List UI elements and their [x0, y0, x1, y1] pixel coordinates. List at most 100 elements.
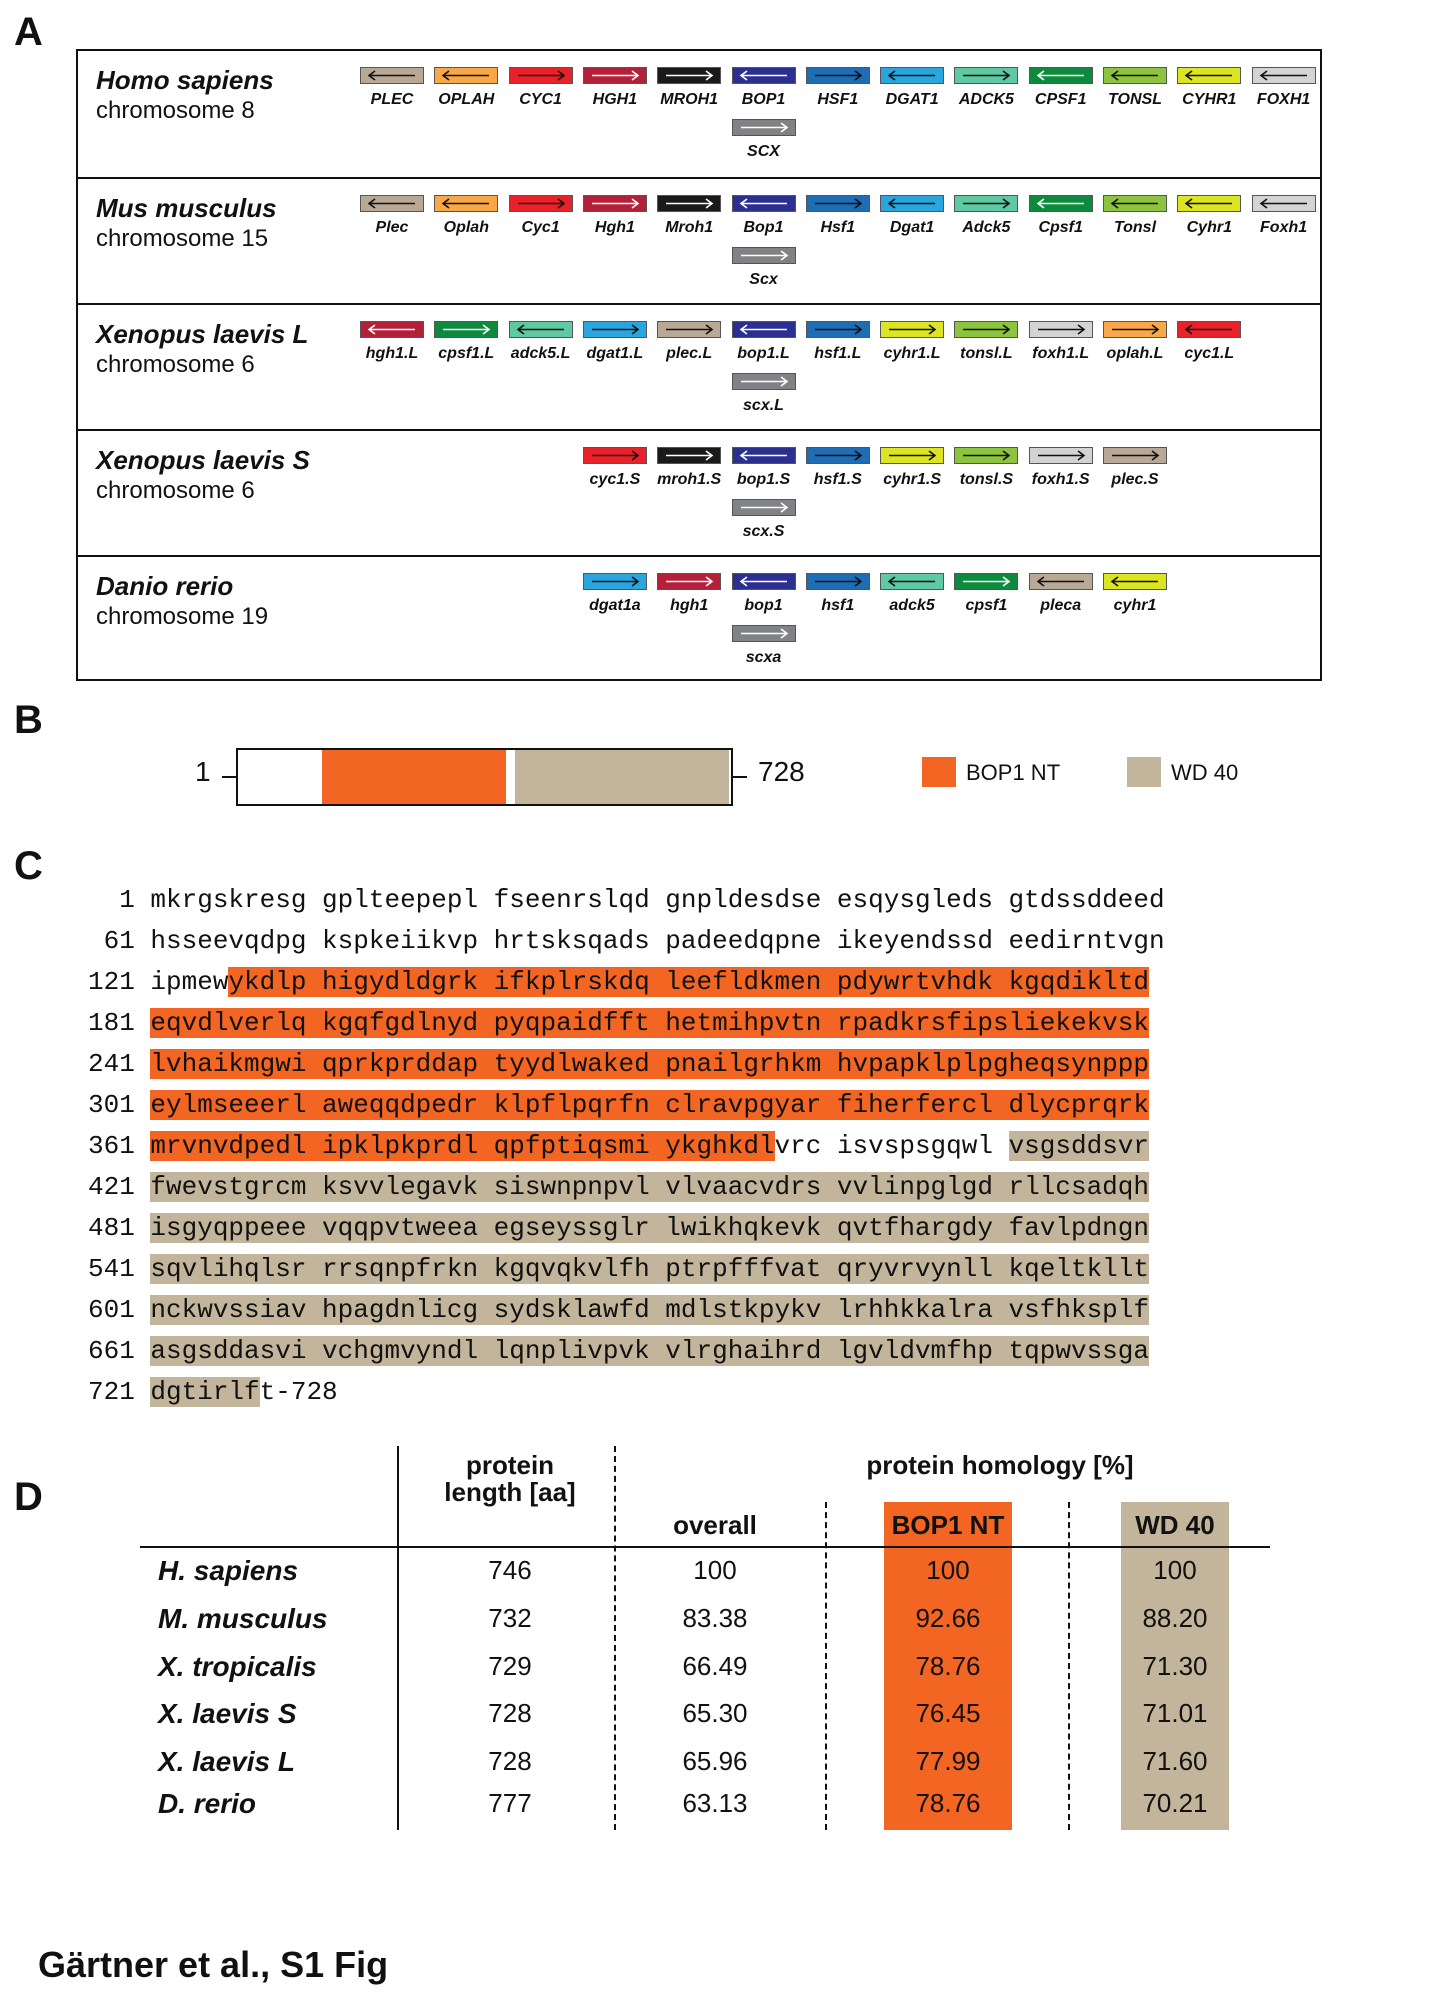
- gene-label: Dgat1: [889, 219, 935, 236]
- sequence-residues: eylmseeerl aweqqdpedr klpflpqrfn clravpg…: [150, 1090, 1149, 1120]
- sequence-line: 301 eylmseeerl aweqqdpedr klpflpqrfn clr…: [88, 1085, 1165, 1126]
- cell-overall: 100: [693, 1555, 737, 1585]
- header-wd40: WD 40: [1135, 1510, 1215, 1540]
- gene-arrow-icon: [880, 447, 945, 464]
- wd40-column-highlight: [1121, 1502, 1229, 1830]
- cell-length: 729: [488, 1651, 532, 1681]
- sequence-position: 481: [88, 1213, 151, 1243]
- sequence-line: 61 hsseevqdpg kspkeiikvp hrtsksqads pade…: [88, 921, 1165, 962]
- gene-cyc1-l: cyc1.L: [1177, 321, 1242, 362]
- gene-arrow-icon: [657, 67, 722, 84]
- gene-oplah: Oplah: [434, 195, 499, 236]
- gene-adck5: ADCK5: [954, 67, 1019, 108]
- gene-cyc1-s: cyc1.S: [582, 447, 647, 488]
- gene-label: scx.L: [743, 397, 784, 414]
- species-name: Homo sapiens: [96, 65, 274, 95]
- gene-label: dgat1.L: [586, 345, 644, 362]
- header-overall: overall: [673, 1510, 757, 1540]
- gene-arrow-icon: [582, 321, 647, 338]
- gene-label: oplah.L: [1106, 345, 1164, 362]
- species-name: Xenopus laevis S: [96, 445, 310, 475]
- legend-swatch-wd40: [1127, 757, 1161, 787]
- dashed-divider-2: [825, 1502, 827, 1830]
- panel-letter-c: C: [14, 844, 43, 888]
- gene-arrow-icon: [360, 67, 424, 84]
- gene-arrow-icon: [1103, 195, 1167, 212]
- cell-bop1-nt: 76.45: [915, 1698, 981, 1728]
- gene-dgat1: Dgat1: [880, 195, 945, 236]
- gene-oplah: OPLAH: [434, 67, 499, 108]
- domain-end-label: 728: [758, 756, 805, 787]
- dashed-divider-1: [614, 1446, 616, 1830]
- gene-label: cyhr1.S: [883, 471, 941, 488]
- gene-adck5: Adck5: [954, 195, 1019, 236]
- gene-arrow-icon: [731, 195, 796, 212]
- gene-tonsl: TONSL: [1103, 67, 1167, 108]
- chromosome-label: chromosome 19: [96, 603, 269, 630]
- gene-arrow-icon: [954, 195, 1019, 212]
- legend-swatch-bop1-nt: [922, 757, 956, 787]
- gene-cyhr1: CYHR1: [1177, 67, 1242, 108]
- gene-mroh1: MROH1: [657, 67, 722, 108]
- species-name: Mus musculus: [96, 193, 277, 223]
- cell-overall: 65.96: [682, 1746, 748, 1776]
- gene-arrow-icon: [582, 447, 647, 464]
- gene-arrow-icon: [1251, 67, 1316, 84]
- gene-label: Adck5: [962, 219, 1011, 236]
- gene-label: foxh1.S: [1031, 471, 1090, 488]
- sequence-residues: eqvdlverlq kgqfgdlnyd pyqpaidfft hetmihp…: [150, 1008, 1149, 1038]
- gene-label: HGH1: [592, 91, 638, 108]
- species-row: Mus musculus chromosome 15 Plec Oplah Cyc1 Hg…: [78, 177, 1320, 303]
- gene-scx: SCX: [731, 119, 796, 160]
- sequence-line: 361 mrvnvdpedl ipklpkprdl qpfptiqsmi ykg…: [88, 1126, 1165, 1167]
- gene-label: Cyhr1: [1186, 219, 1232, 236]
- gene-arrow-icon: [731, 373, 796, 390]
- table-species: X. laevis S: [158, 1698, 297, 1729]
- gene-label: Cpsf1: [1038, 219, 1083, 236]
- species-row: Homo sapiens chromosome 8 PLEC OPLAH CYC1 HGH…: [78, 51, 1320, 177]
- gene-hsf1-l: hsf1.L: [805, 321, 870, 362]
- gene-label: cpsf1.L: [438, 345, 495, 362]
- gene-hgh1: Hgh1: [582, 195, 647, 236]
- gene-arrow-icon: [880, 573, 945, 590]
- sequence-residues: lvhaikmgwi qprkprddap tyydlwaked pnailgr…: [150, 1049, 1149, 1079]
- header-bop1-nt: BOP1 NT: [891, 1510, 1005, 1540]
- sequence-line: 1 mkrgskresg gplteepepl fseenrslqd gnpld…: [88, 880, 1165, 921]
- gene-arrow-icon: [508, 67, 573, 84]
- sequence-residues: mkrgskresg gplteepepl fseenrslqd gnpldes…: [150, 885, 1165, 915]
- gene-label: hgh1: [670, 597, 709, 614]
- cell-overall: 83.38: [682, 1603, 748, 1633]
- gene-label: TONSL: [1108, 91, 1162, 108]
- species-name: Danio rerio: [96, 571, 234, 601]
- sequence-line: 181 eqvdlverlq kgqfgdlnyd pyqpaidfft het…: [88, 1003, 1165, 1044]
- gene-cyhr1-l: cyhr1.L: [880, 321, 945, 362]
- gene-adck5-l: adck5.L: [508, 321, 573, 362]
- gene-arrow-icon: [805, 447, 870, 464]
- sequence-line: 241 lvhaikmgwi qprkprddap tyydlwaked pna…: [88, 1044, 1165, 1085]
- species-row: Danio rerio chromosome 19 dgat1a hgh1 bop1 hs…: [78, 555, 1320, 681]
- panel-letter-d: D: [14, 1475, 43, 1519]
- gene-arrow-icon: [508, 195, 573, 212]
- gene-label: Cyc1: [521, 219, 560, 236]
- cell-length: 728: [488, 1746, 532, 1776]
- gene-arrow-icon: [582, 195, 647, 212]
- gene-label: Oplah: [443, 219, 489, 236]
- gene-cpsf1: Cpsf1: [1028, 195, 1093, 236]
- gene-arrow-icon: [731, 499, 796, 516]
- gene-label: MROH1: [660, 91, 719, 108]
- gene-label: ADCK5: [958, 91, 1014, 108]
- cell-bop1-nt: 100: [926, 1555, 970, 1585]
- sequence-position: 601: [88, 1295, 151, 1325]
- gene-label: hsf1.S: [813, 471, 862, 488]
- sequence-residues: hsseevqdpg kspkeiikvp hrtsksqads padeedq…: [150, 926, 1165, 956]
- panel-letter-b: B: [14, 698, 43, 742]
- sequence-position: 541: [88, 1254, 151, 1284]
- table-species: X. tropicalis: [158, 1651, 317, 1682]
- legend-label-wd40: WD 40: [1171, 760, 1239, 785]
- gene-bop1-l: bop1.L: [731, 321, 796, 362]
- gene-label: pleca: [1040, 597, 1082, 614]
- table-species-divider: [397, 1446, 399, 1830]
- gene-label: tonsl.L: [960, 345, 1013, 362]
- sequence-residues: fwevstgrcm ksvvlegavk siswnpnpvl vlvaacv…: [150, 1172, 1149, 1202]
